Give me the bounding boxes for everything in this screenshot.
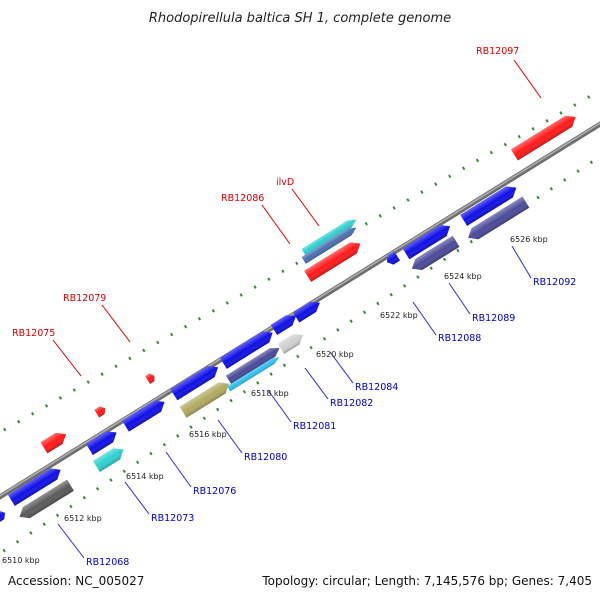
- kbp-label: 6522 kbp: [380, 311, 418, 320]
- gene-rb12085[interactable]: [292, 298, 323, 323]
- leader-rb12082: [304, 367, 329, 400]
- gene-rb12082-b[interactable]: [226, 355, 281, 392]
- gene-rb12092[interactable]: [465, 196, 530, 244]
- gene-rb12067[interactable]: [0, 509, 8, 524]
- gene-label-rb12084[interactable]: RB12084: [355, 382, 398, 393]
- genome-summary-text: Topology: circular; Length: 7,145,576 bp…: [261, 574, 592, 588]
- leader-rb12075: [52, 339, 82, 377]
- gene-rb12088[interactable]: [384, 251, 400, 267]
- leader-ilvd: [291, 188, 320, 227]
- gene-rb12073[interactable]: [92, 444, 127, 472]
- accession-text: Accession: NC_005027: [8, 574, 144, 588]
- kbp-label: 6512 kbp: [64, 514, 102, 523]
- gene-rb12078[interactable]: [94, 405, 107, 418]
- gene-rb12068[interactable]: [16, 479, 74, 523]
- gene-rb12079[interactable]: [145, 372, 157, 384]
- gene-label-rb12079[interactable]: RB12079: [63, 293, 106, 304]
- gene-label-rb12092[interactable]: RB12092: [533, 277, 576, 288]
- leader-rb12088: [412, 301, 437, 336]
- gene-rb12082[interactable]: [225, 344, 282, 385]
- gene-rb12084[interactable]: [277, 330, 306, 354]
- gene-rb12070[interactable]: [7, 464, 64, 506]
- gene-rb12097[interactable]: [510, 111, 579, 161]
- gene-label-ilvd[interactable]: ilvD: [276, 177, 294, 188]
- leader-rb12092: [511, 245, 532, 279]
- leader-rb12097: [513, 59, 542, 99]
- gene-features: [0, 111, 579, 524]
- gene-rb12080[interactable]: [122, 396, 168, 432]
- gene-rb12081-a[interactable]: [170, 362, 221, 401]
- gene-label-rb12075[interactable]: RB12075: [12, 328, 55, 339]
- kbp-label: 6516 kbp: [189, 430, 227, 439]
- gene-rb12089[interactable]: [408, 235, 460, 274]
- gene-rb12075[interactable]: [40, 429, 70, 454]
- gene-label-rb12081[interactable]: RB12081: [293, 421, 336, 432]
- gene-ilvd-overlap[interactable]: [301, 224, 359, 264]
- leader-rb12086: [261, 204, 291, 245]
- gene-label-rb12076[interactable]: RB12076: [193, 486, 236, 497]
- kbp-label: 6510 kbp: [2, 556, 40, 565]
- kbp-tick-labels: 6510 kbp 6512 kbp 6514 kbp 6516 kbp 6518…: [2, 235, 548, 565]
- leader-rb12079: [101, 304, 131, 343]
- gene-label-rb12082[interactable]: RB12082: [330, 398, 373, 409]
- gene-rb12083[interactable]: [219, 327, 276, 369]
- gene-label-rb12080[interactable]: RB12080: [244, 452, 287, 463]
- map-title: Rhodopirellula baltica SH 1, complete ge…: [149, 11, 451, 26]
- kbp-label: 6526 kbp: [510, 235, 548, 244]
- kbp-label: 6520 kbp: [316, 350, 354, 359]
- kbp-label: 6514 kbp: [126, 472, 164, 481]
- reverse-gene-labels: RB12092 RB12089 RB12088 RB12084 RB12082 …: [86, 277, 576, 568]
- gene-rb12076[interactable]: [85, 427, 120, 455]
- leader-rb12080: [217, 419, 243, 454]
- kbp-label: 6524 kbp: [444, 272, 482, 281]
- leader-rb12068: [57, 523, 85, 559]
- leader-rb12073: [124, 481, 150, 515]
- kbp-label: 6518 kbp: [251, 389, 289, 398]
- leader-rb12076: [165, 451, 192, 488]
- leader-rb12084: [329, 351, 354, 384]
- tick-track-outer: [0, 88, 600, 435]
- gene-ilvd[interactable]: [301, 216, 359, 256]
- gene-rb12086[interactable]: [304, 238, 364, 282]
- leader-rb12089: [448, 282, 471, 315]
- gene-rb12090[interactable]: [402, 221, 453, 260]
- label-leader-lines: [52, 59, 542, 559]
- leader-rb12081: [267, 389, 292, 423]
- gene-label-rb12088[interactable]: RB12088: [438, 333, 481, 344]
- gene-label-rb12068[interactable]: RB12068: [86, 557, 129, 568]
- gene-label-rb12097[interactable]: RB12097: [476, 46, 519, 57]
- gene-label-rb12086[interactable]: RB12086: [221, 193, 264, 204]
- gene-label-rb12089[interactable]: RB12089: [472, 313, 515, 324]
- forward-gene-labels: RB12097 ilvD RB12086 RB12079 RB12075: [12, 46, 519, 339]
- gene-rb12081[interactable]: [179, 378, 233, 418]
- gene-rb12084-a[interactable]: [270, 311, 299, 335]
- gene-rb12093[interactable]: [460, 182, 520, 226]
- gene-label-rb12073[interactable]: RB12073: [151, 513, 194, 524]
